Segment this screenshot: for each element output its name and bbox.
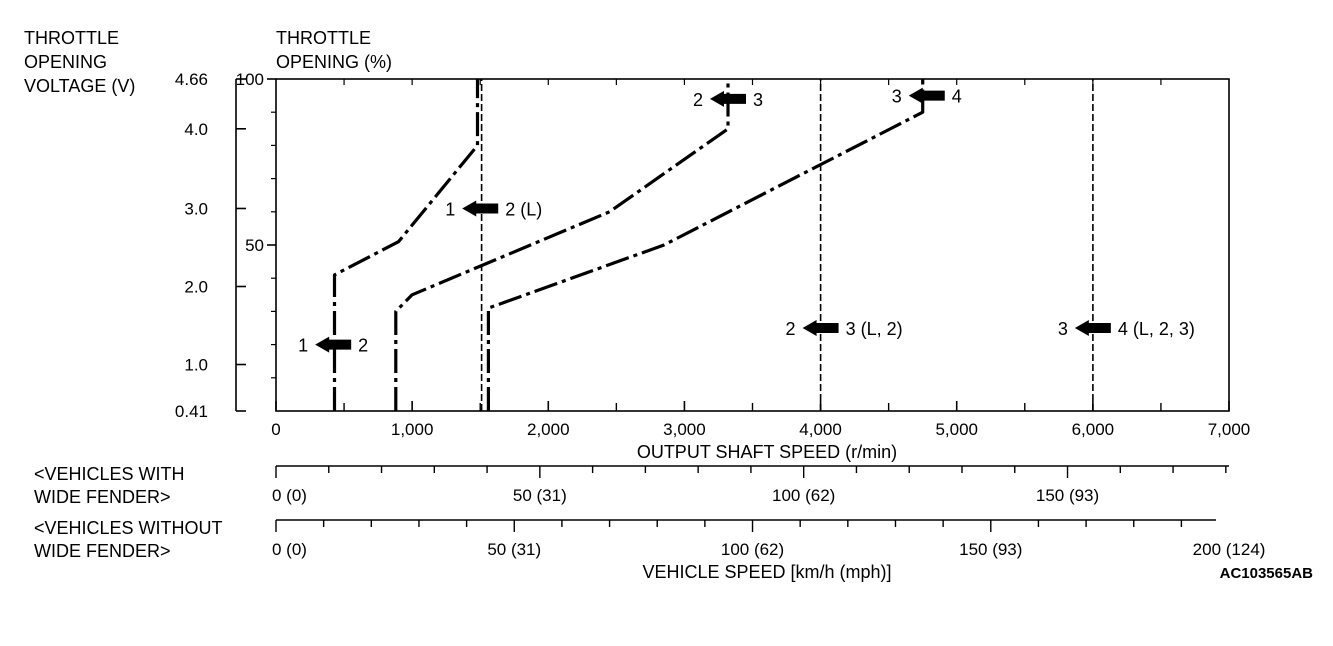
speed-label-1-2: 100 (62) (721, 540, 784, 559)
vehicle-speed-label: VEHICLE SPEED [km/h (mph)] (642, 562, 891, 582)
shift-from-label-0: 1 (298, 336, 308, 356)
scale1-title-line1: <VEHICLES WITH (34, 464, 185, 484)
speed-label-1-0: 0 (0) (272, 540, 307, 559)
speed-label-1-4: 200 (124) (1193, 540, 1266, 559)
x-tick-label-4: 4,000 (799, 420, 842, 439)
voltage-tick-label-4: 1.0 (184, 356, 208, 375)
x-tick-label-0: 0 (271, 420, 280, 439)
shift-arrow-1 (462, 200, 499, 217)
voltage-tick-label-1: 4.0 (184, 120, 208, 139)
shift-line-1 (394, 79, 730, 411)
speed-label-0-2: 100 (62) (772, 486, 835, 505)
voltage-tick-label-0: 4.66 (175, 70, 208, 89)
voltage-axis-title-line3: VOLTAGE (V) (24, 76, 135, 96)
voltage-axis-title-line1: THROTTLE (24, 28, 119, 48)
shift-to-label-0: 2 (358, 336, 368, 356)
x-tick-label-2: 2,000 (527, 420, 570, 439)
shift-line-0 (332, 79, 480, 411)
shift-from-label-4: 2 (786, 319, 796, 339)
speed-label-1-3: 150 (93) (959, 540, 1022, 559)
figure-code: AC103565AB (1220, 565, 1314, 582)
throttle-tick-label-0: 100 (236, 70, 264, 89)
speed-label-0-3: 150 (93) (1036, 486, 1099, 505)
shift-to-label-4: 3 (L, 2) (846, 319, 903, 339)
shift-arrow-3 (908, 87, 945, 104)
scale2-title-line1: <VEHICLES WITHOUT (34, 518, 223, 538)
shift-arrow-4 (802, 320, 839, 336)
shift-arrow-2 (709, 90, 746, 107)
plot-frame (275, 78, 1230, 412)
shift-to-label-2: 3 (753, 90, 763, 110)
x-tick-label-3: 3,000 (663, 420, 706, 439)
shift-from-label-2: 2 (693, 90, 703, 110)
voltage-tick-label-2: 3.0 (184, 199, 208, 218)
speed-label-0-1: 50 (31) (513, 486, 567, 505)
throttle-axis-title-line2: OPENING (%) (276, 52, 392, 72)
throttle-tick-label-1: 50 (245, 236, 264, 255)
voltage-axis-title-line2: OPENING (24, 52, 107, 72)
x-tick-label-6: 6,000 (1072, 420, 1115, 439)
shift-line-2 (486, 79, 925, 411)
shift-from-label-5: 3 (1058, 319, 1068, 339)
x-tick-label-7: 7,000 (1208, 420, 1251, 439)
shift-from-label-1: 1 (445, 199, 455, 219)
shift-arrow-5 (1074, 320, 1111, 336)
throttle-axis-title-line1: THROTTLE (276, 28, 371, 48)
scale1-title-line2: WIDE FENDER> (34, 487, 171, 507)
voltage-tick-label-5: 0.41 (175, 402, 208, 421)
shift-to-label-1: 2 (L) (505, 199, 542, 219)
x-tick-label-5: 5,000 (935, 420, 978, 439)
shift-to-label-3: 4 (952, 87, 962, 107)
voltage-tick-label-3: 2.0 (184, 278, 208, 297)
scale2-title-line2: WIDE FENDER> (34, 541, 171, 561)
x-axis-label: OUTPUT SHAFT SPEED (r/min) (637, 442, 897, 462)
shift-from-label-3: 3 (892, 87, 902, 107)
shift-arrow-0 (315, 336, 352, 353)
speed-label-0-0: 0 (0) (272, 486, 307, 505)
plot-area: 4.66 4.0 3.0 2.0 1.0 0.41 100 50 0 1,000 2,000 3,00… (175, 70, 1266, 559)
x-tick-label-1: 1,000 (391, 420, 434, 439)
shift-to-label-5: 4 (L, 2, 3) (1118, 319, 1195, 339)
speed-label-1-1: 50 (31) (487, 540, 541, 559)
